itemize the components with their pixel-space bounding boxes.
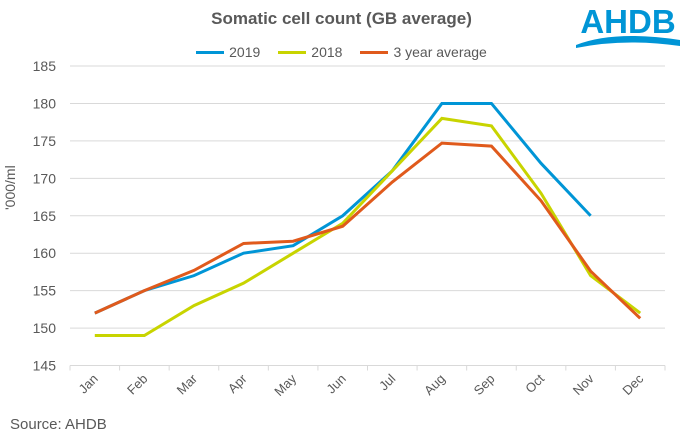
legend-item-2018: 2018 [278,44,342,60]
x-tick-label: Apr [225,371,250,396]
x-tick-label: Jun [323,371,348,396]
x-tick-label: Aug [421,371,448,398]
ahdb-logo: AHDB [576,3,680,48]
chart-title: Somatic cell count (GB average) [211,9,472,28]
legend-label: 3 year average [393,44,487,60]
svg-text:AHDB: AHDB [580,3,675,40]
legend-label: 2019 [229,44,261,60]
x-tick-label: May [271,371,299,399]
legend-label: 2018 [311,44,343,60]
series-line-2018 [94,116,642,338]
x-tick-label: Mar [174,371,201,398]
x-tick-label: Oct [522,371,547,396]
y-tick-label: 175 [33,133,57,149]
y-tick-label: 170 [33,170,57,186]
legend-swatch [360,50,389,54]
x-tick-label: Sep [471,371,498,398]
y-tick-label: 180 [33,95,57,111]
series-line-3-year-average [94,141,642,320]
x-tick-label: Feb [124,371,150,397]
source-note: Source: AHDB [10,416,107,433]
y-tick-label: 145 [33,358,57,374]
legend-swatch [196,50,225,54]
y-tick-label: 160 [33,245,57,261]
legend-swatch [278,50,307,54]
y-tick-label: 150 [33,320,57,336]
legend-item-2019: 2019 [196,44,260,60]
x-tick-label: Nov [570,371,597,398]
y-tick-label: 155 [33,283,57,299]
x-tick-label: Dec [619,371,646,398]
legend-item-3yr: 3 year average [360,44,487,60]
x-tick-label: Jul [376,371,398,393]
y-tick-label: 185 [33,58,57,74]
x-tick-label: Jan [75,371,100,396]
legend: 2019 2018 3 year average [0,44,683,60]
y-tick-label: 165 [33,208,57,224]
